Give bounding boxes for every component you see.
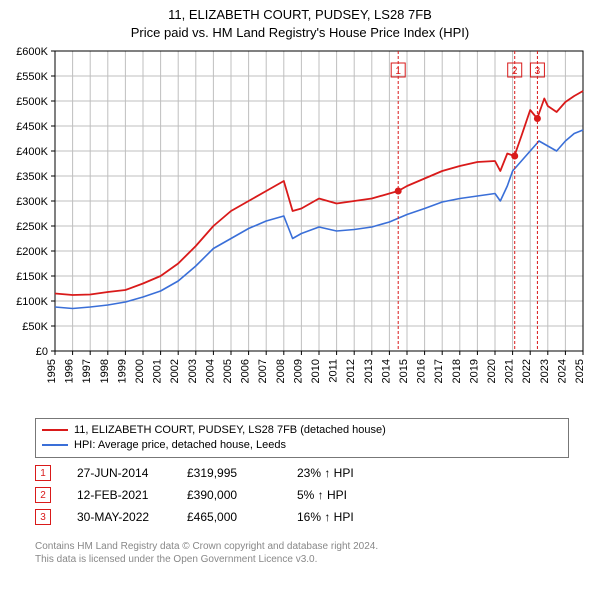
ytick-label: £400K xyxy=(16,146,48,158)
xtick-label: 2018 xyxy=(451,359,463,383)
xtick-label: 2016 xyxy=(416,359,428,383)
footer-line-2: This data is licensed under the Open Gov… xyxy=(35,553,378,566)
ytick-label: £350K xyxy=(16,171,48,183)
ytick-label: £450K xyxy=(16,121,48,133)
event-delta-3: 16% ↑ HPI xyxy=(297,510,417,524)
legend-label-1: HPI: Average price, detached house, Leed… xyxy=(74,438,286,453)
event-box-label-2: 2 xyxy=(512,66,518,77)
ytick-label: £200K xyxy=(16,246,48,258)
chart-container: £0 £50K £100K £150K £200K £250K £300K £350K £400… xyxy=(0,41,600,411)
xtick-label: 2025 xyxy=(574,359,586,383)
xtick-label: 2005 xyxy=(222,359,234,383)
event-row-2: 2 12-FEB-2021£390,0005% ↑ HPI xyxy=(35,486,417,504)
legend-swatch-1 xyxy=(42,444,68,446)
xtick-label: 2014 xyxy=(380,359,392,383)
xtick-label: 2006 xyxy=(240,359,252,383)
legend-swatch-0 xyxy=(42,429,68,431)
event-delta-1: 23% ↑ HPI xyxy=(297,466,417,480)
title-block: 11, ELIZABETH COURT, PUDSEY, LS28 7FB Pr… xyxy=(0,0,600,41)
event-date-3: 30-MAY-2022 xyxy=(77,510,187,524)
ytick-label: £300K xyxy=(16,196,48,208)
legend: 11, ELIZABETH COURT, PUDSEY, LS28 7FB (d… xyxy=(35,418,569,458)
xtick-label: 2012 xyxy=(345,359,357,383)
xtick-label: 2022 xyxy=(521,359,533,383)
xtick-label: 2015 xyxy=(398,359,410,383)
xtick-label: 2007 xyxy=(257,359,269,383)
event-delta-2: 5% ↑ HPI xyxy=(297,488,417,502)
xtick-label: 2021 xyxy=(504,359,516,383)
event-row-3: 3 30-MAY-2022£465,00016% ↑ HPI xyxy=(35,508,417,526)
xtick-label: 2004 xyxy=(204,359,216,383)
ytick-label: £100K xyxy=(16,296,48,308)
events-table: 1 27-JUN-2014£319,99523% ↑ HPI 2 12-FEB-202… xyxy=(35,464,417,530)
event-row-1: 1 27-JUN-2014£319,99523% ↑ HPI xyxy=(35,464,417,482)
footer-line-1: Contains HM Land Registry data © Crown c… xyxy=(35,540,378,553)
ytick-label: £500K xyxy=(16,96,48,108)
xtick-label: 2000 xyxy=(134,359,146,383)
xtick-label: 2023 xyxy=(539,359,551,383)
event-box-label-1: 1 xyxy=(395,66,401,77)
xtick-label: 2002 xyxy=(169,359,181,383)
price-chart: £0 £50K £100K £150K £200K £250K £300K £350K £400… xyxy=(0,41,600,411)
event-num-2: 2 xyxy=(35,487,51,503)
xtick-label: 1995 xyxy=(46,359,58,383)
xtick-label: 2001 xyxy=(152,359,164,383)
footer-attribution: Contains HM Land Registry data © Crown c… xyxy=(35,540,378,566)
event-dot-1 xyxy=(395,188,402,195)
xtick-label: 2019 xyxy=(468,359,480,383)
xtick-label: 1999 xyxy=(116,359,128,383)
legend-row-1: HPI: Average price, detached house, Leed… xyxy=(42,438,562,453)
ytick-label: £50K xyxy=(22,321,48,333)
event-price-3: £465,000 xyxy=(187,510,297,524)
title-line-1: 11, ELIZABETH COURT, PUDSEY, LS28 7FB xyxy=(0,6,600,24)
xtick-label: 1996 xyxy=(64,359,76,383)
legend-row-0: 11, ELIZABETH COURT, PUDSEY, LS28 7FB (d… xyxy=(42,423,562,438)
xtick-label: 1998 xyxy=(99,359,111,383)
event-num-1: 1 xyxy=(35,465,51,481)
event-box-label-3: 3 xyxy=(535,66,541,77)
xtick-label: 2024 xyxy=(556,359,568,383)
xtick-label: 1997 xyxy=(81,359,93,383)
ytick-label: £150K xyxy=(16,271,48,283)
ytick-label: £550K xyxy=(16,71,48,83)
event-price-2: £390,000 xyxy=(187,488,297,502)
xtick-label: 2009 xyxy=(292,359,304,383)
xtick-label: 2003 xyxy=(187,359,199,383)
ytick-label: £600K xyxy=(16,46,48,58)
xtick-label: 2011 xyxy=(328,359,340,383)
event-num-3: 3 xyxy=(35,509,51,525)
xtick-label: 2017 xyxy=(433,359,445,383)
event-dot-2 xyxy=(511,153,518,160)
event-date-1: 27-JUN-2014 xyxy=(77,466,187,480)
ytick-label: £0 xyxy=(36,346,48,358)
xtick-label: 2020 xyxy=(486,359,498,383)
xtick-label: 2013 xyxy=(363,359,375,383)
xtick-label: 2010 xyxy=(310,359,322,383)
xtick-label: 2008 xyxy=(275,359,287,383)
title-line-2: Price paid vs. HM Land Registry's House … xyxy=(0,24,600,42)
event-date-2: 12-FEB-2021 xyxy=(77,488,187,502)
ytick-label: £250K xyxy=(16,221,48,233)
event-dot-3 xyxy=(534,115,541,122)
legend-label-0: 11, ELIZABETH COURT, PUDSEY, LS28 7FB (d… xyxy=(74,423,386,438)
event-price-1: £319,995 xyxy=(187,466,297,480)
